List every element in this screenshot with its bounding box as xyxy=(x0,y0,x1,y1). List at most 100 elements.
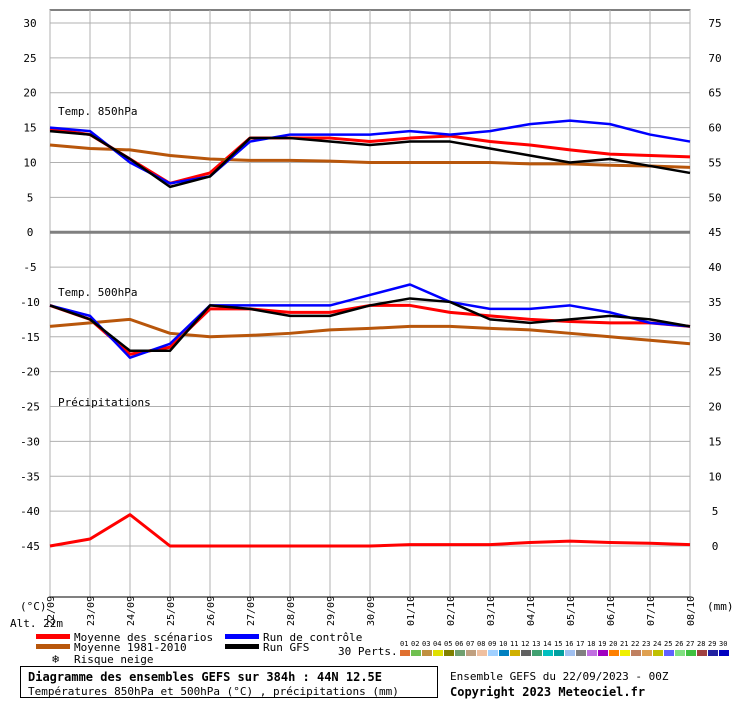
left-tick-label: -30 xyxy=(20,435,40,448)
pert-swatch xyxy=(642,650,652,656)
pert-label: 08 xyxy=(477,640,485,648)
pert-label: 28 xyxy=(697,640,705,648)
left-tick-label: -15 xyxy=(20,331,40,344)
pert-swatch xyxy=(466,650,476,656)
pert-swatch xyxy=(411,650,421,656)
pert-label: 19 xyxy=(598,640,606,648)
x-tick-label: 28/09 xyxy=(286,596,297,626)
pert-swatch xyxy=(675,650,685,656)
pert-label: 01 xyxy=(400,640,408,648)
x-axis: 22/09 23/09 24/09 25/09 26/09 27/09 28/09 29/09… xyxy=(46,596,697,626)
legend-label: Moyenne 1981-2010 xyxy=(74,641,187,654)
legend-label: Risque neige xyxy=(74,653,153,666)
x-tick-label: 25/09 xyxy=(166,596,177,626)
x-tick-label: 03/10 xyxy=(486,596,497,626)
panel-label-850: Temp. 850hPa xyxy=(58,105,137,118)
pert-label: 27 xyxy=(686,640,694,648)
left-tick-label: -35 xyxy=(20,470,40,483)
x-tick-label: 24/09 xyxy=(126,596,137,626)
pert-label: 15 xyxy=(554,640,562,648)
pert-swatch xyxy=(609,650,619,656)
pert-swatch xyxy=(664,650,674,656)
pert-swatch xyxy=(653,650,663,656)
chart-subtitle: Températures 850hPa et 500hPa (°C) , pré… xyxy=(28,685,399,698)
pert-swatch xyxy=(510,650,520,656)
right-tick-label: 10 xyxy=(708,470,721,483)
pert-swatch xyxy=(400,650,410,656)
x-tick-label: 07/10 xyxy=(646,596,657,626)
pert-swatch xyxy=(488,650,498,656)
right-tick-label: 40 xyxy=(708,261,721,274)
left-tick-label: 25 xyxy=(23,52,36,65)
left-tick-label: 5 xyxy=(27,191,34,204)
pert-swatch xyxy=(444,650,454,656)
right-tick-label: 5 xyxy=(712,505,719,518)
pert-swatch xyxy=(686,650,696,656)
right-tick-label: 20 xyxy=(708,401,721,414)
pert-label: 09 xyxy=(488,640,496,648)
pert-label: 26 xyxy=(675,640,683,648)
legend-swatch xyxy=(225,634,259,639)
left-tick-label: 15 xyxy=(23,122,36,135)
x-tick-label: 06/10 xyxy=(606,596,617,626)
pert-swatch xyxy=(433,650,443,656)
pert-label: 05 xyxy=(444,640,452,648)
pert-swatch xyxy=(719,650,729,656)
pert-swatch xyxy=(576,650,586,656)
pert-swatch xyxy=(565,650,575,656)
pert-label: 12 xyxy=(521,640,529,648)
pert-swatch xyxy=(477,650,487,656)
pert-label: 03 xyxy=(422,640,430,648)
left-tick-label: 0 xyxy=(27,226,34,239)
x-tick-label: 04/10 xyxy=(526,596,537,626)
series-line xyxy=(49,513,691,548)
legend-label: Run de contrôle xyxy=(263,631,362,644)
pert-swatch xyxy=(554,650,564,656)
pert-label: 25 xyxy=(664,640,672,648)
pert-label: 02 xyxy=(411,640,419,648)
pert-label: 07 xyxy=(466,640,474,648)
left-tick-label: -40 xyxy=(20,505,40,518)
x-tick-label: 05/10 xyxy=(566,596,577,626)
pert-label: 10 xyxy=(499,640,507,648)
left-tick-label: -20 xyxy=(20,366,40,379)
pert-label: 29 xyxy=(708,640,716,648)
pert-swatch xyxy=(521,650,531,656)
pert-label: 17 xyxy=(576,640,584,648)
x-tick-label: 30/09 xyxy=(366,596,377,626)
x-tick-label: 08/10 xyxy=(686,596,697,626)
pert-label: 24 xyxy=(653,640,661,648)
pert-swatch xyxy=(598,650,608,656)
right-tick-label: 50 xyxy=(708,191,721,204)
series-line xyxy=(49,129,691,189)
altitude-label: Alt. 22m xyxy=(10,617,63,630)
pert-label: 04 xyxy=(433,640,441,648)
right-tick-label: 75 xyxy=(708,17,721,30)
right-tick-label: 70 xyxy=(708,52,721,65)
right-unit: (mm) xyxy=(707,600,734,613)
footer-box xyxy=(20,666,438,698)
x-tick-label: 23/09 xyxy=(86,596,97,626)
left-tick-label: 20 xyxy=(23,87,36,100)
legend-swatch xyxy=(36,644,70,649)
left-unit: (°C) xyxy=(20,600,47,613)
pert-label: 13 xyxy=(532,640,540,648)
pert-label: 23 xyxy=(642,640,650,648)
pert-label: 16 xyxy=(565,640,573,648)
pert-label: 22 xyxy=(631,640,639,648)
pert-label: 18 xyxy=(587,640,595,648)
x-tick-label: 27/09 xyxy=(246,596,257,626)
right-tick-label: 55 xyxy=(708,156,721,169)
legend-label: Run GFS xyxy=(263,641,309,654)
x-tick-label: 29/09 xyxy=(326,596,337,626)
series-line xyxy=(49,143,691,169)
right-tick-label: 25 xyxy=(708,366,721,379)
pert-swatch xyxy=(422,650,432,656)
pert-label: 06 xyxy=(455,640,463,648)
pert-swatch xyxy=(455,650,465,656)
pert-label: 11 xyxy=(510,640,518,648)
